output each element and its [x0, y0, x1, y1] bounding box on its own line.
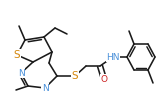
Text: S: S	[14, 50, 20, 60]
Text: N: N	[18, 69, 24, 78]
Text: N: N	[42, 83, 48, 93]
Text: O: O	[101, 74, 107, 83]
Text: HN: HN	[106, 52, 120, 61]
Text: S: S	[72, 71, 78, 81]
